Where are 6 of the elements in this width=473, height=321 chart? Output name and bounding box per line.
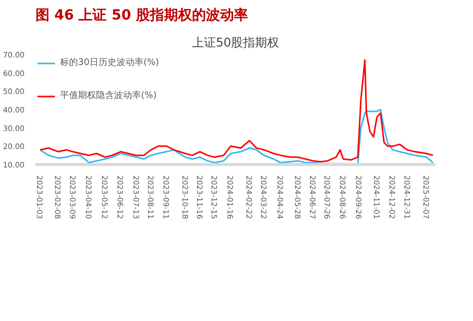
chart-title: 图 46 上证 50 股指期权的波动率: [36, 6, 248, 24]
line-series: [39, 59, 434, 162]
legend-label: 标的30日历史波动率(%): [60, 56, 160, 69]
legend-label: 平值期权隐含波动率(%): [60, 90, 157, 102]
chart-subtitle: 上证50股指期权: [192, 36, 280, 50]
line-series: [39, 108, 434, 164]
